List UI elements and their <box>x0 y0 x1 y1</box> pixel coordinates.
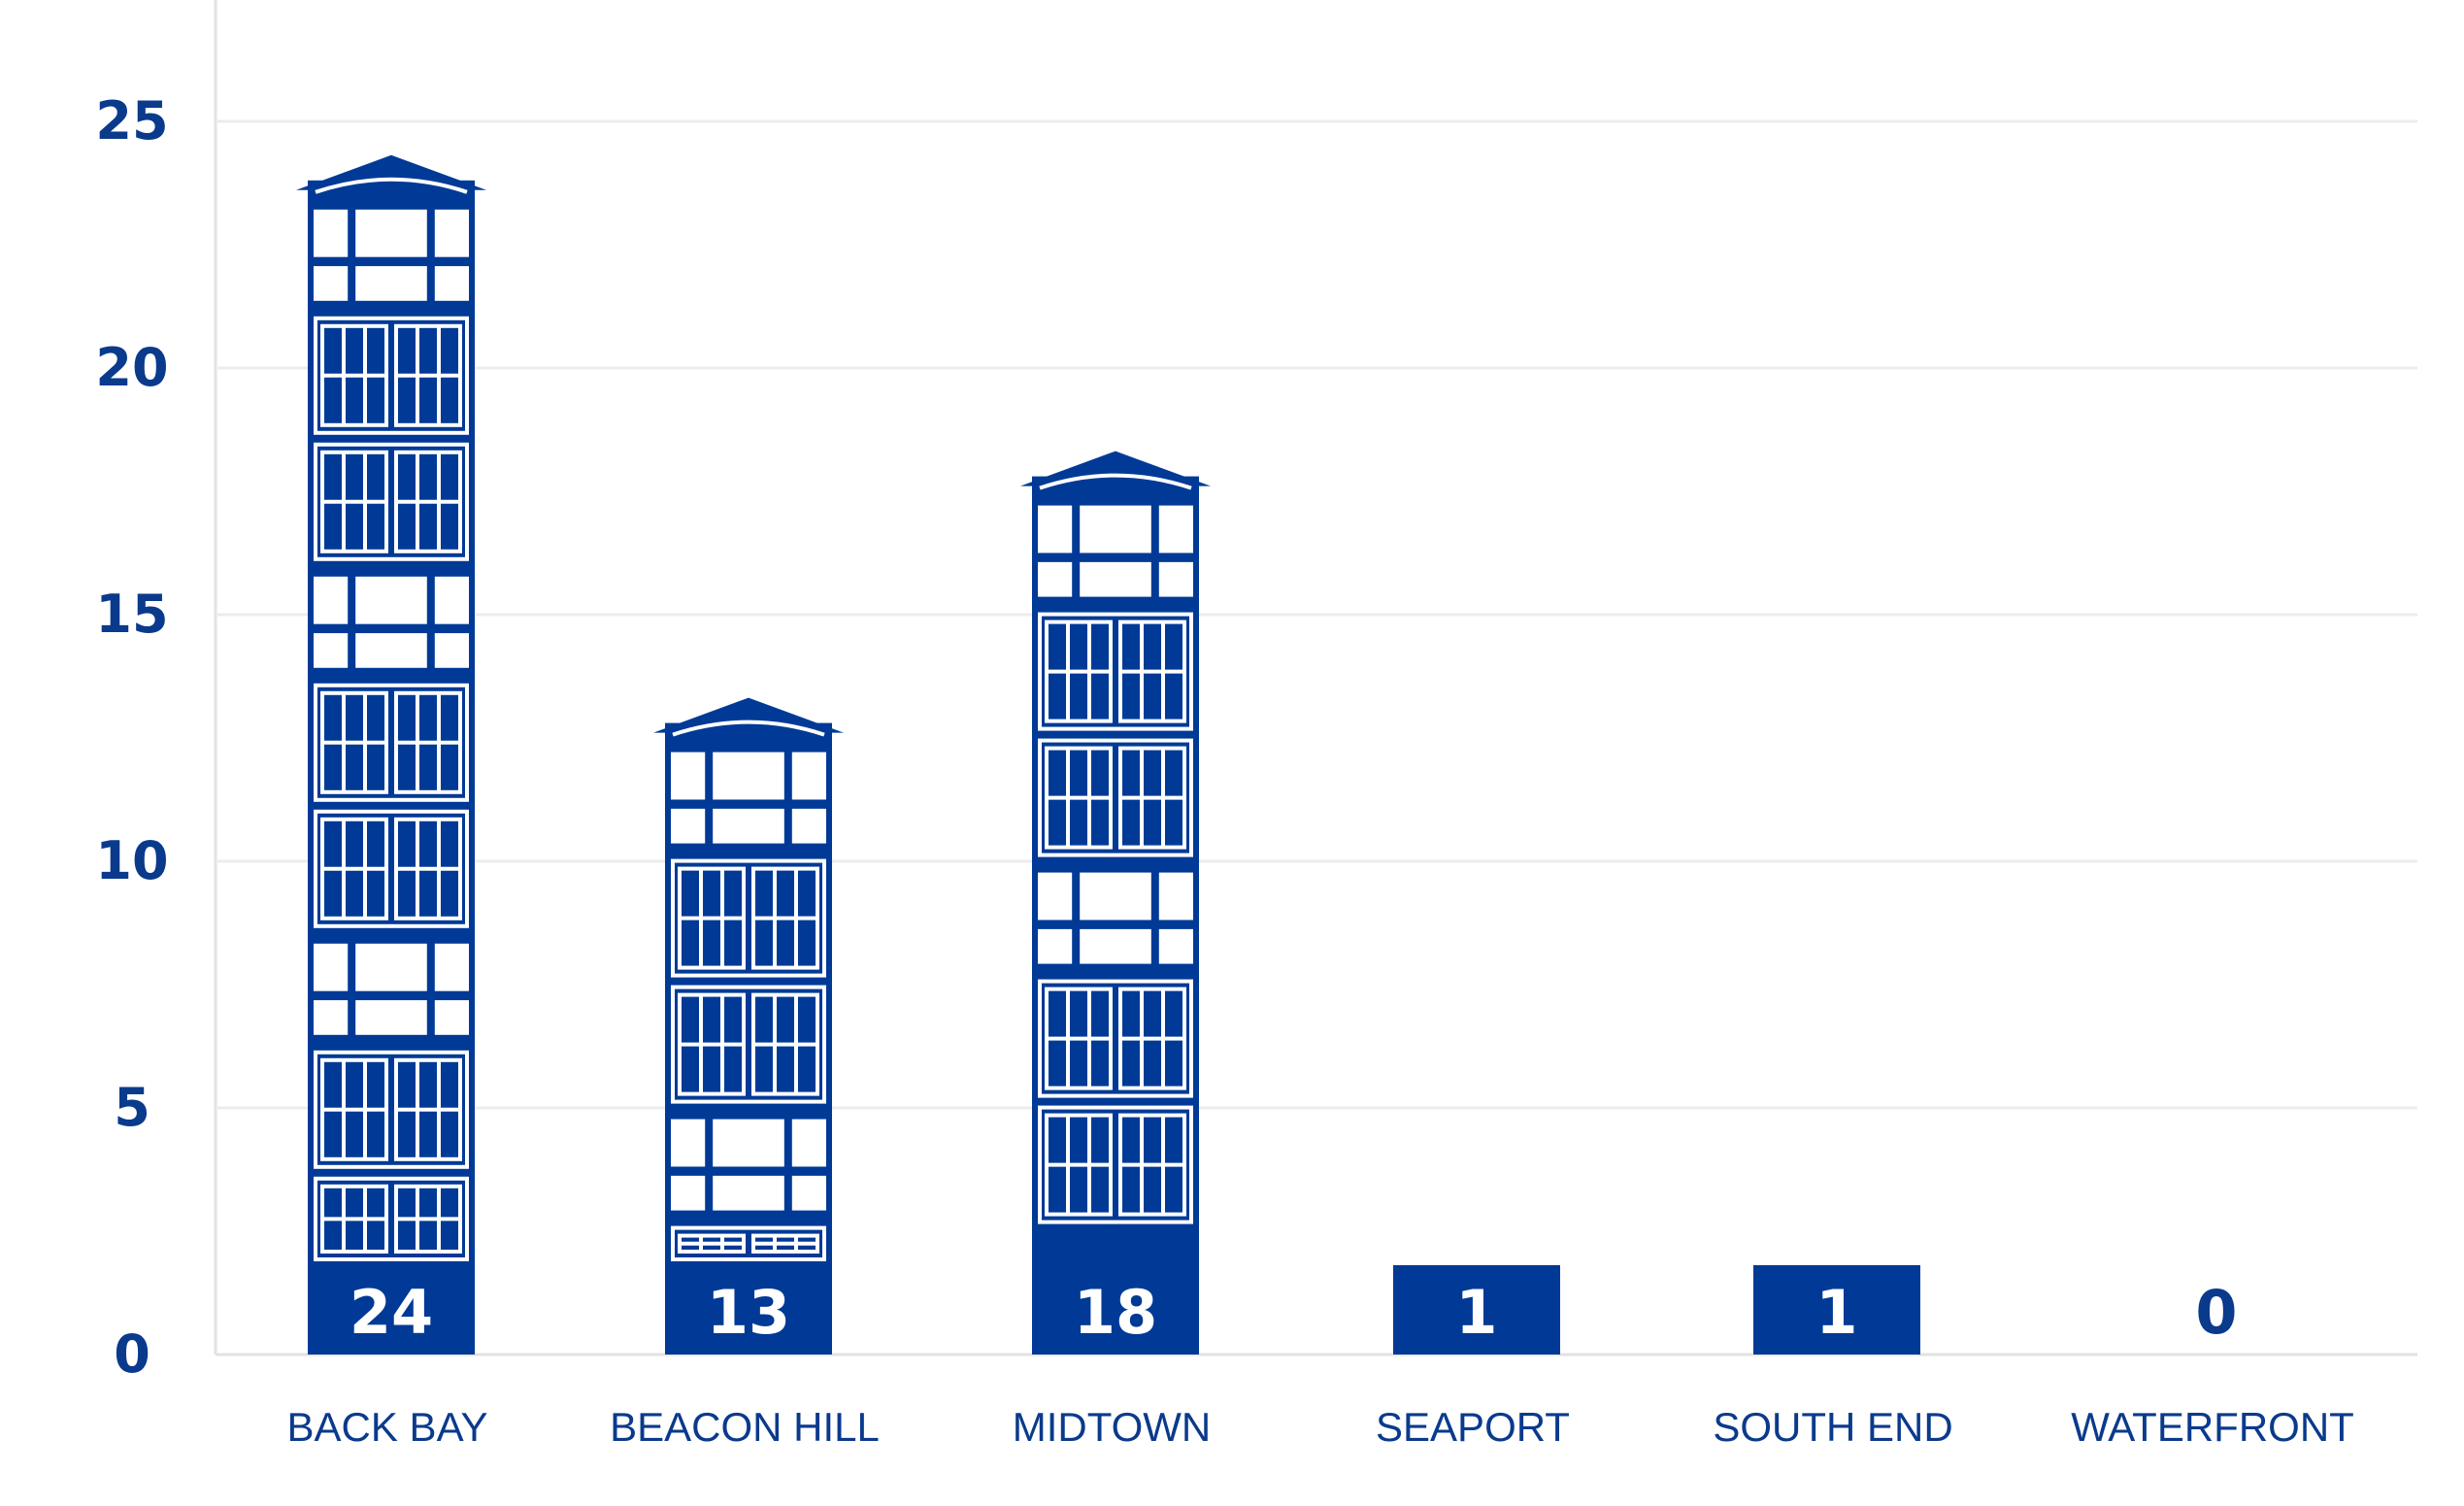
bar-waterfront: 0 <box>2195 1277 2237 1348</box>
data-label: 13 <box>707 1277 790 1348</box>
y-tick-label: 0 <box>114 1323 150 1385</box>
x-tick-label: MIDTOWN <box>1013 1404 1212 1450</box>
bar-body <box>1393 1265 1560 1355</box>
bar-label-box <box>665 1265 832 1355</box>
bar-label-box <box>308 1265 475 1355</box>
y-tick-label: 25 <box>95 90 168 151</box>
x-tick-label: BACK BAY <box>287 1404 488 1450</box>
x-tick-label: WATERFRONT <box>2071 1404 2354 1450</box>
data-label: 1 <box>1815 1277 1857 1348</box>
bar-roof <box>1020 451 1211 486</box>
x-tick-label: SOUTH END <box>1713 1404 1952 1450</box>
y-tick-label: 20 <box>95 337 168 398</box>
bar-back-bay: 24 <box>296 154 486 1355</box>
bar-beacon-hill: 13 <box>653 697 844 1355</box>
data-label: 24 <box>350 1277 433 1348</box>
bar-label-box <box>1032 1265 1199 1355</box>
data-label: 18 <box>1074 1277 1157 1348</box>
data-label: 1 <box>1455 1277 1497 1348</box>
data-label: 0 <box>2195 1277 2237 1348</box>
bar-roof <box>653 697 844 733</box>
bar-seaport: 1 <box>1393 1265 1560 1355</box>
bar-south-end: 1 <box>1753 1265 1920 1355</box>
x-tick-label: BEACON HILL <box>610 1404 880 1450</box>
y-tick-label: 10 <box>95 830 168 891</box>
y-tick-label: 5 <box>114 1077 150 1138</box>
bar-midtown: 18 <box>1020 451 1211 1355</box>
y-tick-label: 15 <box>95 584 168 645</box>
bar-body <box>1753 1265 1920 1355</box>
x-tick-label: SEAPORT <box>1376 1404 1570 1450</box>
bar-roof <box>296 154 486 190</box>
